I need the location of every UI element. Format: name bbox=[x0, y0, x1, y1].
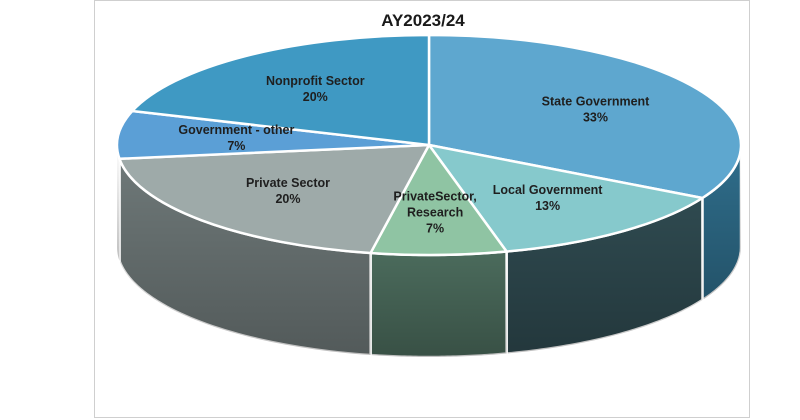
slice-value-label: 7% bbox=[426, 221, 444, 235]
slice-category-label: Government - other bbox=[178, 123, 294, 137]
slice-label-nonprofit-sector: Nonprofit Sector 20% bbox=[266, 74, 365, 104]
slice-value-label: 7% bbox=[227, 139, 245, 153]
pie-labels: State Government 33% Local Government 13% Pr… bbox=[178, 74, 650, 235]
slice-category-label: Private Sector bbox=[246, 176, 330, 190]
pie-chart: State Government 33% Local Government 13% Pr… bbox=[115, 33, 743, 359]
slice-value-label: 13% bbox=[535, 199, 560, 213]
slice-side-shade-private-sector bbox=[119, 158, 371, 356]
chart-frame: AY2023/24 State Government 33% Local Gover… bbox=[94, 0, 750, 418]
slice-nonprofit-sector bbox=[131, 33, 431, 147]
slice-value-label: 20% bbox=[275, 192, 300, 206]
slice-category-label: Nonprofit Sector bbox=[266, 74, 365, 88]
slice-side-shade-local-government bbox=[506, 197, 703, 354]
pie-sides bbox=[115, 143, 743, 359]
slice-government-other bbox=[115, 109, 431, 161]
slice-side-shade-government-other bbox=[117, 145, 120, 261]
slice-state-government bbox=[427, 33, 743, 200]
chart-title: AY2023/24 bbox=[381, 11, 465, 30]
slice-privatesector-research bbox=[369, 143, 508, 257]
slice-private-sector bbox=[118, 143, 431, 255]
pie-tops bbox=[115, 33, 743, 257]
slice-local-government bbox=[427, 143, 704, 253]
slice-side-shade-privatesector-research bbox=[370, 251, 507, 357]
slice-label-private-sector: Private Sector 20% bbox=[246, 176, 330, 206]
slice-label-local-government: Local Government 13% bbox=[493, 183, 604, 213]
slice-category-label: PrivateSector, bbox=[393, 189, 476, 203]
slice-label-privatesector-research: PrivateSector, Research 7% bbox=[393, 189, 476, 235]
slice-label-government-other: Government - other 7% bbox=[178, 123, 294, 153]
slice-category-label: State Government bbox=[542, 95, 651, 109]
slice-label-state-government: State Government 33% bbox=[542, 95, 651, 125]
slice-value-label: 33% bbox=[583, 111, 608, 125]
slice-value-label: 20% bbox=[303, 90, 328, 104]
slice-side-shade-state-government bbox=[702, 145, 741, 300]
slice-category-label: Research bbox=[407, 205, 463, 219]
slice-category-label: Local Government bbox=[493, 183, 604, 197]
